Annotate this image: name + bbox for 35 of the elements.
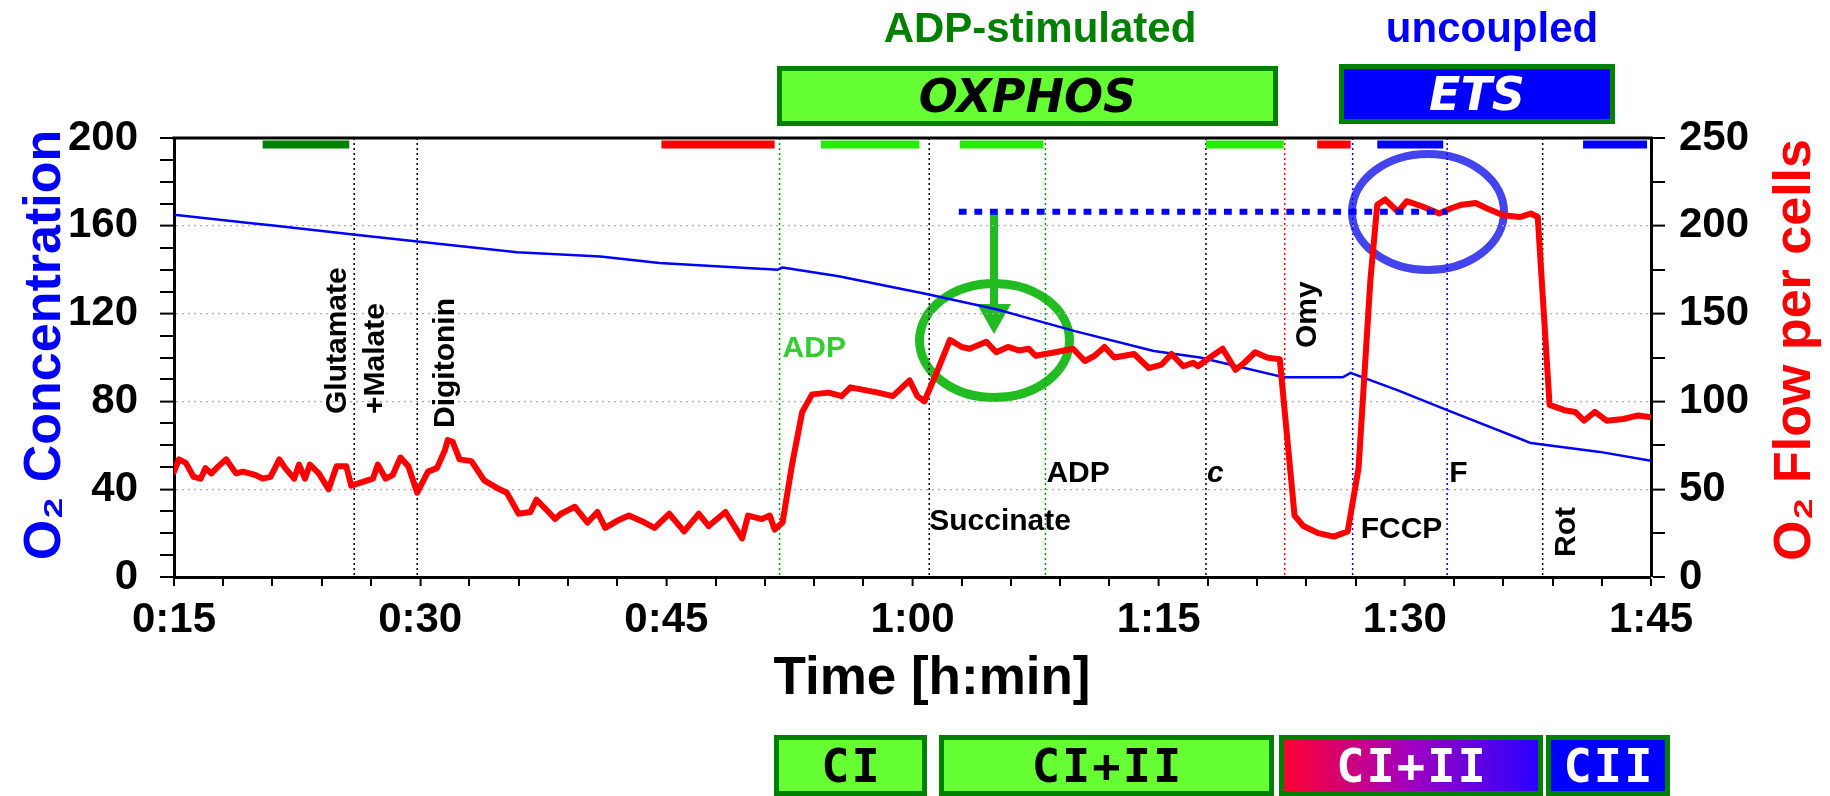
ref-line-label: ADP [1046,455,1110,489]
x-tick-label: 1:00 [870,593,955,641]
y-tick-label: 40 [91,462,138,510]
y2-axis-title: O₂ Flow per cells [1763,139,1821,561]
x-tick-label: 1:30 [1362,593,1447,641]
text: ADP-stimulated [883,4,1197,51]
ref-line-label: Rot [1547,507,1581,557]
y-tick-label: 160 [67,199,138,247]
y2-tick-label: 250 [1679,111,1750,159]
y2-tick-label: 50 [1679,462,1726,510]
ref-line-label: Omy [1288,280,1322,348]
label-box: CI [774,735,927,796]
label-box: ETS [1339,64,1615,124]
y-tick-label: 200 [67,111,138,159]
ref-line-label: FCCP [1360,511,1443,545]
ref-line-label: c [1206,455,1224,489]
x-tick-label: 0:45 [624,593,709,641]
y-tick-label: 120 [67,287,138,335]
y2-tick-label: 150 [1679,287,1750,335]
ref-line-label: Succinate [929,503,1071,537]
label-box: OXPHOS [777,66,1278,126]
ref-line-label: F [1449,455,1468,489]
x-tick-label: 1:15 [1116,593,1201,641]
y2-tick-label: 200 [1679,199,1750,247]
ref-line-label: Glutamate +Malate [319,267,391,414]
y-tick-label: 80 [91,374,138,422]
text: uncoupled [1385,4,1599,51]
x-axis-title: Time [h:min] [773,645,1091,705]
x-tick-label: 0:30 [378,593,463,641]
ref-line-label: Digitonin [427,298,461,428]
y2-tick-label: 100 [1679,374,1750,422]
label-box: CI+II [939,735,1274,796]
ref-line-label: ADP [782,330,846,364]
label-box: CII [1546,735,1670,796]
label-box: CI+II [1279,735,1543,796]
